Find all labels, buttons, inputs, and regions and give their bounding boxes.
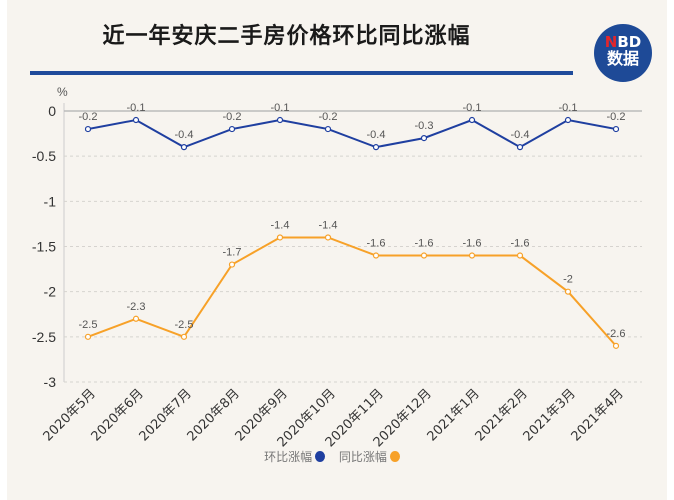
data-point: [612, 125, 620, 133]
nbd-logo: NBD 数据: [594, 24, 652, 82]
data-label: -1.6: [463, 238, 482, 250]
data-label: -0.1: [559, 102, 578, 114]
series-line-mom: [87, 118, 617, 149]
legend-dot-mom: [315, 451, 326, 462]
y-tick-label: -1.5: [32, 239, 56, 255]
data-point: [228, 261, 236, 268]
data-label: -1.6: [415, 238, 434, 250]
data-point: [180, 333, 188, 340]
data-point: [132, 116, 140, 124]
y-tick-label: -2.5: [32, 329, 56, 345]
data-point: [132, 315, 140, 322]
data-point: [372, 144, 380, 151]
legend-label-yoy: 同比涨幅: [338, 450, 387, 464]
data-point: [468, 116, 476, 124]
data-point: [276, 116, 284, 124]
y-tick-label: -0.5: [32, 148, 56, 164]
y-axis-unit: %: [57, 85, 68, 99]
y-tick-label: 0: [48, 103, 56, 119]
data-label: -0.4: [367, 129, 386, 141]
data-point: [468, 252, 476, 259]
data-point: [84, 333, 92, 340]
data-point: [372, 252, 380, 259]
data-label: -0.4: [175, 129, 194, 141]
data-label: -0.1: [271, 102, 290, 114]
legend-label-mom: 环比涨幅: [264, 450, 313, 464]
legend-dot-yoy: [389, 451, 400, 462]
data-point: [276, 234, 284, 241]
data-label: -0.2: [319, 111, 338, 123]
data-point: [180, 144, 188, 151]
title-rule: [30, 71, 573, 75]
y-tick-label: -2: [44, 284, 57, 300]
data-label: -1.4: [271, 219, 290, 231]
data-label: -2.5: [79, 319, 98, 331]
data-label: -0.4: [511, 129, 530, 141]
data-label: -2.6: [607, 328, 626, 340]
x-tick-label: 2021年4月: [569, 386, 627, 444]
chart-background: [7, 0, 667, 500]
data-point: [420, 252, 428, 259]
data-point: [324, 234, 332, 241]
data-label: -1.7: [223, 247, 242, 259]
data-label: -0.2: [607, 111, 626, 123]
data-label: -0.2: [79, 111, 98, 123]
data-label: -1.6: [367, 238, 386, 250]
y-tick-label: -1: [44, 193, 57, 209]
legend: 环比涨幅 同比涨幅: [0, 448, 674, 465]
data-point: [564, 288, 572, 295]
series-line-yoy: [87, 236, 617, 347]
data-point: [324, 125, 332, 133]
data-label: -0.2: [223, 111, 242, 123]
data-point: [516, 144, 524, 151]
data-point: [228, 125, 236, 133]
data-label: -0.1: [127, 102, 146, 114]
data-label: -2.3: [127, 301, 146, 313]
data-label: -1.6: [511, 238, 530, 250]
chart-title: 近一年安庆二手房价格环比同比涨幅: [102, 24, 471, 49]
data-point: [420, 135, 428, 142]
data-point: [84, 125, 92, 133]
data-point: [516, 252, 524, 259]
data-point: [612, 342, 620, 349]
data-label: -0.3: [415, 120, 434, 132]
data-label: -2: [563, 274, 573, 286]
y-tick-label: -3: [44, 374, 57, 390]
data-label: -2.5: [175, 319, 194, 331]
data-label: -1.4: [319, 219, 338, 231]
data-point: [564, 116, 572, 124]
data-label: -0.1: [463, 102, 482, 114]
